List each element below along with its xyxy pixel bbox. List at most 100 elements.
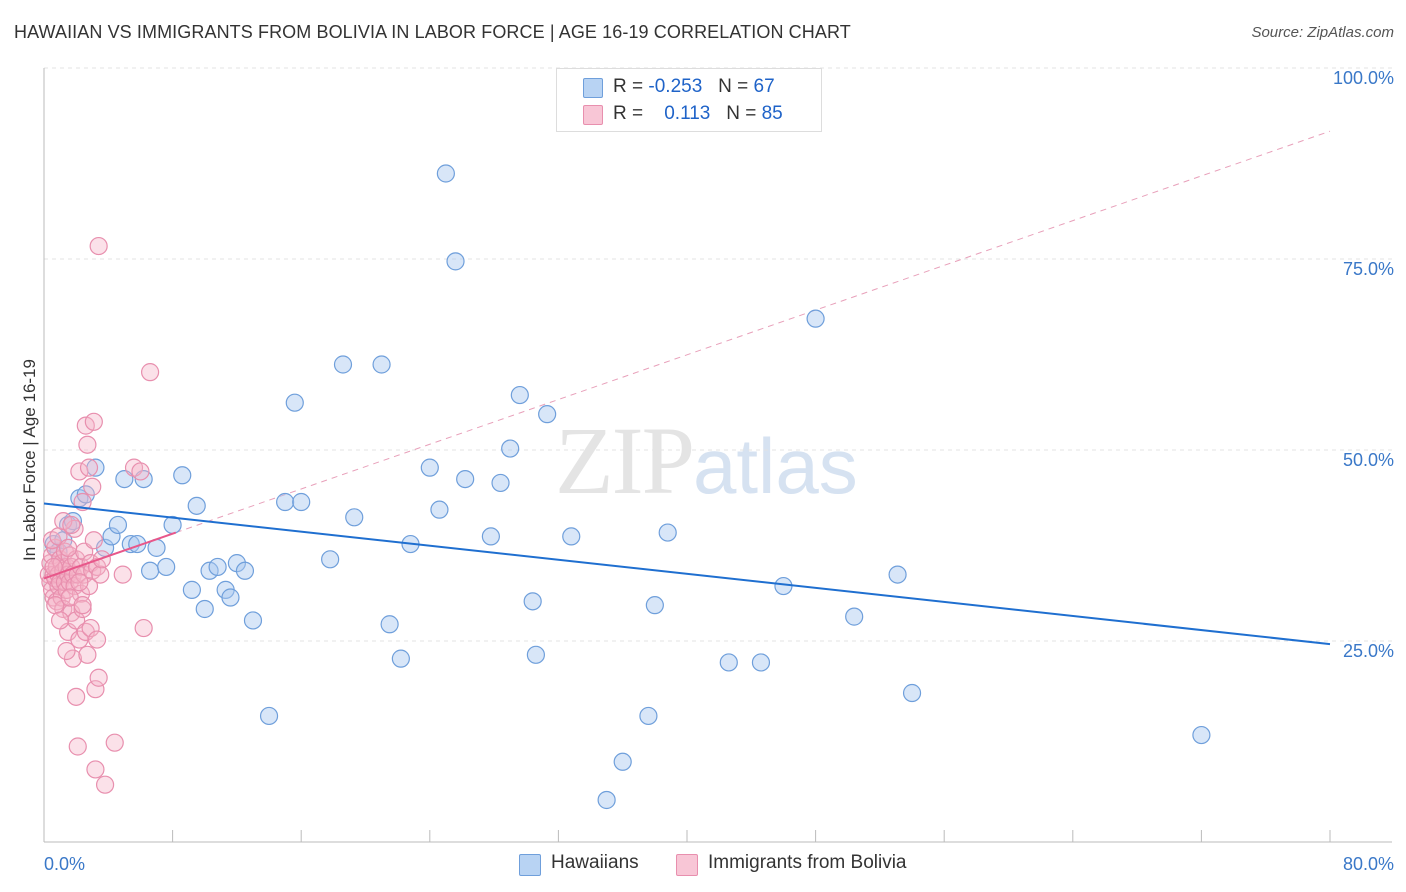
bolivia-point	[62, 515, 81, 535]
hawaiian-point	[140, 561, 160, 580]
series-legend: Hawaiians Immigrants from Bolivia	[0, 852, 1406, 878]
bolivia-point	[67, 687, 86, 706]
hawaiian-point	[380, 615, 399, 634]
chart-title: HAWAIIAN VS IMMIGRANTS FROM BOLIVIA IN L…	[14, 22, 851, 42]
hawaiian-point	[121, 534, 140, 554]
y-tick-label: 25.0%	[1343, 641, 1394, 661]
hawaiian-point	[345, 508, 364, 527]
bolivia-point	[105, 733, 124, 752]
bolivia-point	[81, 618, 100, 638]
hawaiian-point	[235, 561, 255, 580]
hawaiian-point	[259, 706, 279, 726]
series-legend-label: Immigrants from Bolivia	[708, 852, 907, 873]
hawaiian-point	[902, 683, 922, 703]
x-tick-label: 80.0%	[1343, 854, 1394, 874]
bolivia-point	[84, 531, 103, 550]
series-legend-label: Hawaiians	[551, 852, 639, 873]
hawaiian-point	[501, 439, 520, 458]
hawaiian-point	[243, 611, 263, 630]
bolivia-point	[78, 645, 97, 664]
hawaiian-point	[845, 607, 864, 626]
legend-n-label: N =	[726, 103, 757, 124]
trend-extension-line	[175, 130, 1331, 534]
hawaiian-point	[372, 355, 391, 374]
hawaiian-point	[446, 252, 465, 271]
bolivia-point	[140, 363, 160, 382]
hawaiian-point	[526, 645, 545, 664]
bolivia-point	[78, 435, 97, 454]
bolivia-point	[86, 680, 105, 699]
bolivia-point	[95, 775, 115, 794]
hawaiian-point	[1192, 725, 1211, 745]
hawaiian-point	[285, 393, 304, 412]
bolivia-point	[70, 573, 89, 592]
hawaiian-point	[491, 473, 510, 493]
hawaiian-point	[108, 515, 128, 535]
bolivia-point	[89, 668, 108, 687]
legend-swatch-pink	[583, 105, 603, 125]
watermark-zip: ZIP	[555, 407, 695, 514]
y-tick-label: 100.0%	[1333, 68, 1394, 88]
bolivia-point	[79, 576, 99, 596]
bolivia-point	[57, 641, 76, 661]
bolivia-point	[89, 236, 108, 256]
bolivia-point	[86, 760, 105, 779]
bolivia-point	[73, 596, 92, 615]
hawaiian-point	[806, 309, 825, 328]
hawaiian-point	[195, 599, 214, 619]
hawaiian-point	[391, 649, 410, 668]
hawaiian-point	[597, 790, 616, 810]
legend-r-value: 0.113	[664, 103, 711, 124]
hawaiian-point	[456, 470, 475, 489]
hawaiian-point	[182, 580, 201, 599]
hawaiian-point	[538, 405, 557, 424]
correlation-legend: R = -0.253 N = 67 R = 0.113 N = 85	[556, 68, 822, 132]
source-label: Source: ZipAtlas.com	[1251, 24, 1394, 41]
hawaiian-point	[157, 557, 176, 577]
hawaiian-point	[420, 458, 439, 477]
hawaiian-point	[613, 752, 632, 771]
hawaiian-point	[888, 565, 907, 584]
legend-r-value: -0.253	[648, 76, 703, 97]
y-tick-label: 75.0%	[1343, 259, 1394, 279]
hawaiian-point	[292, 492, 311, 512]
hawaiian-point	[333, 355, 353, 374]
hawaiian-point	[751, 653, 771, 672]
bolivia-point	[68, 737, 87, 756]
hawaiian-point	[276, 492, 295, 512]
hawaiian-point	[221, 588, 240, 607]
bolivia-point	[131, 462, 150, 481]
hawaiian-point	[658, 523, 677, 542]
legend-n-value: 85	[761, 103, 783, 124]
bolivia-point	[73, 599, 92, 619]
legend-text: R = -0.253 N = 67	[613, 76, 775, 98]
hawaiian-point	[208, 557, 227, 577]
bolivia-point	[113, 565, 132, 584]
hawaiian-point	[562, 527, 581, 546]
bolivia-point	[84, 412, 103, 431]
hawaiian-point	[102, 527, 121, 546]
bolivia-point	[87, 630, 107, 649]
legend-swatch-blue	[583, 78, 603, 98]
hawaiian-point	[645, 596, 664, 615]
hawaiian-point	[510, 385, 529, 405]
hawaiian-point	[173, 466, 192, 485]
hawaiian-point	[187, 496, 206, 515]
bolivia-point	[134, 618, 153, 638]
hawaiian-trend-line	[43, 502, 1331, 646]
hawaiian-point	[436, 164, 455, 183]
bolivia-point	[83, 477, 102, 496]
bolivia-point	[73, 492, 92, 512]
legend-r-label: R =	[613, 103, 644, 124]
bolivia-point	[70, 630, 89, 649]
legend-n-label: N =	[718, 76, 749, 97]
watermark-atlas: atlas	[693, 422, 858, 510]
hawaiian-point	[719, 653, 738, 672]
hawaiian-point	[321, 550, 340, 569]
hawaiian-point	[774, 576, 793, 596]
watermark: ZIPatlas	[555, 405, 858, 516]
bolivia-point	[70, 462, 89, 481]
x-tick-label: 0.0%	[44, 854, 85, 874]
bolivia-point	[63, 649, 83, 668]
